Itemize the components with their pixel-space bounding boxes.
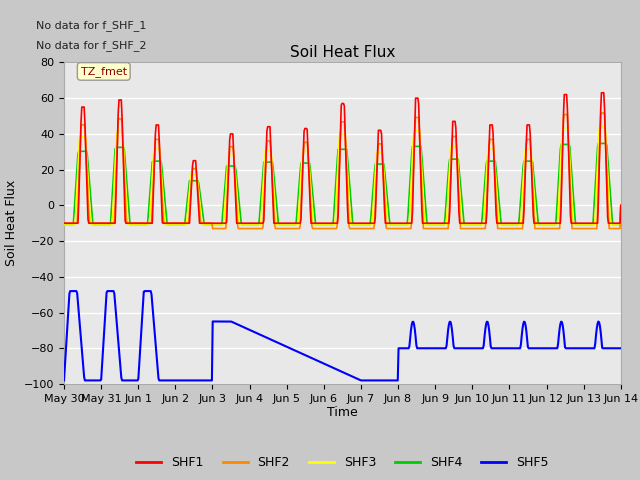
Legend: SHF1, SHF2, SHF3, SHF4, SHF5: SHF1, SHF2, SHF3, SHF4, SHF5	[131, 451, 554, 474]
Text: No data for f_SHF_1: No data for f_SHF_1	[36, 21, 147, 32]
X-axis label: Time: Time	[327, 407, 358, 420]
Y-axis label: Soil Heat Flux: Soil Heat Flux	[5, 180, 19, 266]
Text: No data for f_SHF_2: No data for f_SHF_2	[36, 40, 147, 51]
Title: Soil Heat Flux: Soil Heat Flux	[290, 45, 395, 60]
Text: TZ_fmet: TZ_fmet	[81, 66, 127, 77]
